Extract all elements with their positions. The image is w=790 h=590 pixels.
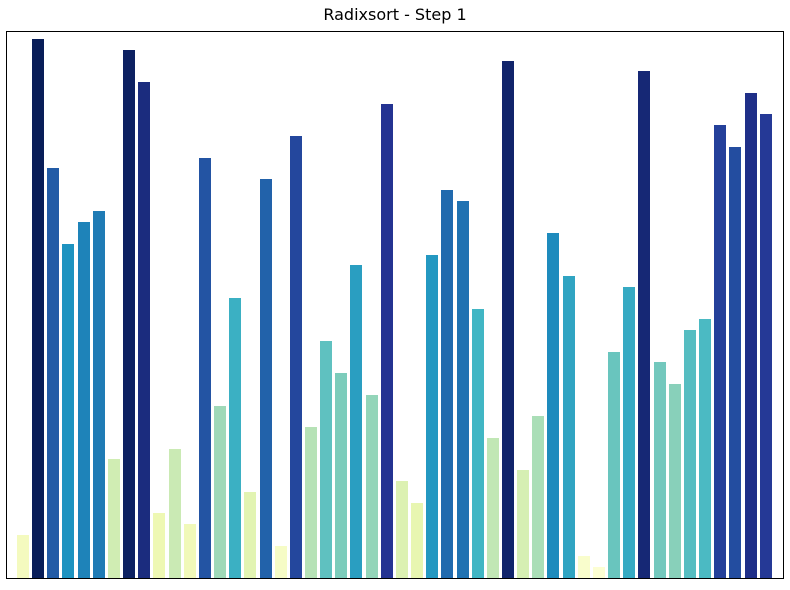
bar-41 [623, 286, 636, 578]
bar-16 [244, 491, 257, 578]
bar-20 [304, 427, 317, 578]
bar-15 [229, 297, 242, 578]
bar-37 [562, 276, 575, 578]
bar-36 [547, 233, 560, 578]
plot-area [6, 31, 784, 579]
bar-26 [395, 480, 408, 578]
bar-5 [77, 222, 90, 578]
bar-30 [456, 200, 469, 578]
bar-19 [289, 136, 302, 578]
bar-34 [517, 470, 530, 578]
bar-42 [638, 71, 651, 578]
bar-47 [714, 125, 727, 578]
bar-6 [92, 211, 105, 578]
bar-44 [668, 383, 681, 578]
bar-35 [532, 416, 545, 578]
bar-22 [335, 373, 348, 578]
bar-7 [107, 459, 120, 578]
bar-10 [153, 513, 166, 578]
bar-24 [365, 394, 378, 578]
bar-8 [123, 49, 136, 578]
bar-46 [699, 319, 712, 578]
bar-50 [759, 114, 772, 578]
bar-38 [577, 556, 590, 578]
bar-49 [744, 92, 757, 578]
bar-33 [502, 60, 514, 578]
bar-45 [683, 330, 696, 578]
bar-9 [138, 82, 151, 578]
bar-4 [62, 243, 75, 578]
bar-48 [729, 146, 742, 578]
bar-25 [380, 103, 393, 578]
bar-27 [411, 502, 424, 578]
bar-23 [350, 265, 363, 578]
bar-40 [608, 351, 621, 578]
bar-39 [592, 567, 605, 578]
chart-title: Radixsort - Step 1 [323, 5, 467, 24]
bar-12 [183, 524, 196, 578]
bars-container [17, 32, 772, 578]
bar-13 [198, 157, 211, 578]
bar-28 [426, 254, 439, 578]
bar-3 [47, 168, 60, 578]
bar-29 [441, 189, 454, 578]
bar-32 [486, 437, 499, 578]
bar-14 [214, 405, 227, 578]
bar-31 [471, 308, 484, 578]
bar-21 [320, 340, 333, 578]
bar-18 [274, 545, 287, 578]
bar-17 [259, 179, 272, 578]
bar-1 [17, 534, 29, 578]
bar-2 [32, 39, 45, 578]
bar-11 [168, 448, 181, 578]
bar-43 [653, 362, 666, 578]
